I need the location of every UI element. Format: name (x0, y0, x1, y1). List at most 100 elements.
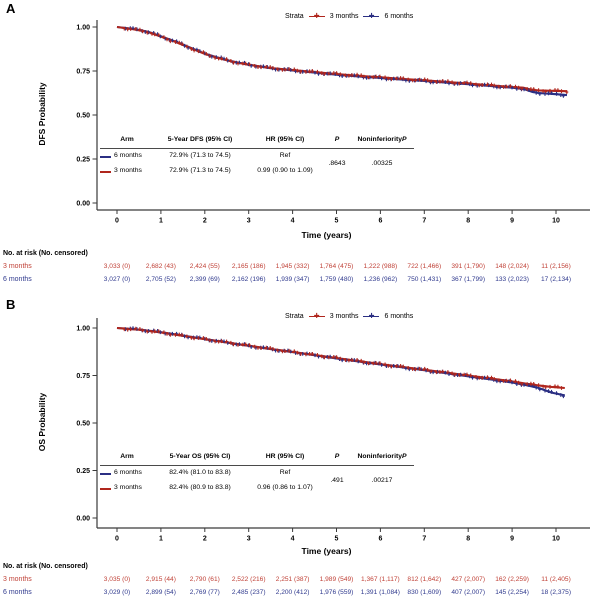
risk-value: 3,029 (0) (103, 589, 131, 596)
stats-a-arm-3-months: 3 months (114, 167, 142, 175)
risk-value: 391 (1,790) (451, 263, 486, 270)
risk-value: 830 (1,609) (407, 589, 442, 596)
risk-value: 1,222 (988) (363, 263, 398, 270)
panel-a-label: A (6, 1, 16, 16)
censor-marks-3-months (122, 326, 563, 390)
y-tick-label: 0.75 (76, 373, 90, 380)
stats-a-noninferiority-p-value: .00325 (371, 159, 393, 167)
risk-value: 1,759 (480) (319, 276, 354, 283)
x-tick-label: 7 (422, 536, 426, 543)
panel-b-stats-table: Arm 5-Year OS (95% CI) HR (95% CI) P Non… (100, 450, 414, 496)
y-tick-label: 1.00 (76, 326, 90, 333)
stats-b-noninferiority-p-value: .00217 (371, 476, 393, 484)
risk-value: 750 (1,431) (407, 276, 442, 283)
risk-value: 11 (2,156) (541, 263, 571, 270)
y-tick-label: 0.25 (76, 468, 90, 475)
risk-value: 1,945 (332) (275, 263, 310, 270)
risk-value: 1,939 (347) (275, 276, 310, 283)
stats-a-swatch-3-months (100, 170, 111, 173)
legend-marker-6-months-icon: + (363, 11, 380, 21)
x-tick-label: 5 (335, 218, 339, 225)
x-tick-label: 7 (422, 218, 426, 225)
panel-b-risk-table-title: No. at risk (No. censored) (3, 563, 88, 570)
km-curve-6-months (116, 25, 568, 97)
x-tick-label: 1 (159, 536, 163, 543)
panel-a-y-axis-title: DFS Probability (37, 82, 47, 146)
x-tick-label: 10 (552, 218, 560, 225)
x-tick-label: 0 (115, 218, 119, 225)
legend-marker-3-months-icon: + (308, 311, 325, 321)
risk-value: 407 (2,007) (451, 589, 486, 596)
legend-marker-3-months-icon: + (308, 11, 325, 21)
risk-value: 3,027 (0) (103, 276, 131, 283)
stats-b-arm-3-months: 3 months (114, 484, 142, 492)
risk-value: 2,705 (52) (145, 276, 176, 283)
risk-value: 2,522 (216) (231, 576, 266, 583)
x-tick-label: 2 (203, 218, 207, 225)
stats-a-hr-6-months: Ref (279, 152, 291, 160)
risk-value: 1,764 (475) (319, 263, 354, 270)
censor-marks-3-months (122, 26, 569, 94)
panel-a-risk-row-label-6-months: 6 months (3, 276, 32, 283)
stats-a-header-estimate: 5-Year DFS (95% CI) (154, 133, 246, 149)
stats-a-swatch-6-months (100, 155, 111, 158)
risk-value: 18 (2,375) (540, 589, 572, 596)
x-tick-label: 2 (203, 536, 207, 543)
risk-value: 2,682 (43) (145, 263, 176, 270)
y-tick-label: 0.50 (76, 113, 90, 120)
panel-b-y-axis-title: OS Probability (37, 392, 47, 452)
stats-a-header-arm: Arm (100, 133, 154, 149)
x-tick-label: 6 (378, 218, 382, 225)
x-tick-label: 0 (115, 536, 119, 543)
stats-b-header-p: P (324, 450, 350, 466)
risk-value: 2,251 (387) (275, 576, 310, 583)
panel-a-legend-title: Strata (285, 13, 304, 20)
stats-b-swatch-6-months (100, 472, 111, 475)
stats-b-estimate-6-months: 82.4% (81.0 to 83.8) (169, 469, 231, 477)
x-tick-label: 8 (466, 218, 470, 225)
stats-b-header-hr: HR (95% CI) (246, 450, 324, 466)
panel-b-risk-row-label-6-months: 6 months (3, 589, 32, 596)
risk-value: 2,200 (412) (275, 589, 310, 596)
panel-b-legend-label-6-months: 6 months (384, 313, 414, 320)
stats-a-arm-6-months: 6 months (114, 152, 142, 160)
risk-value: 3,033 (0) (103, 263, 131, 270)
y-tick-label: 0.00 (76, 516, 90, 523)
y-tick-label: 0.25 (76, 157, 90, 164)
risk-value: 427 (2,007) (451, 576, 486, 583)
panel-b-legend-label-3-months: 3 months (329, 313, 359, 320)
panel-b-x-axis-title: Time (years) (301, 546, 352, 556)
x-tick-label: 8 (466, 536, 470, 543)
stats-b-estimate-3-months: 82.4% (80.9 to 83.8) (169, 484, 231, 492)
km-curve-3-months (116, 25, 568, 93)
stats-a-hr-3-months: 0.99 (0.90 to 1.09) (257, 167, 313, 175)
x-tick-label: 4 (291, 536, 295, 543)
risk-value: 2,424 (55) (189, 263, 220, 270)
stats-b-header-noninferiority-p: Noninferiority P (350, 450, 414, 466)
risk-value: 133 (2,023) (495, 276, 529, 283)
stats-b-header-arm: Arm (100, 450, 154, 466)
y-tick-label: 1.00 (76, 25, 90, 32)
stats-b-hr-6-months: Ref (279, 469, 291, 477)
risk-value: 2,790 (61) (189, 576, 220, 583)
panel-a-stats-table: Arm 5-Year DFS (95% CI) HR (95% CI) P No… (100, 133, 414, 179)
x-tick-label: 3 (247, 536, 251, 543)
stats-a-estimate-3-months: 72.9% (71.3 to 74.5) (169, 167, 231, 175)
panel-b-legend-title: Strata (285, 313, 304, 320)
risk-value: 2,399 (69) (189, 276, 220, 283)
x-tick-label: 6 (378, 536, 382, 543)
risk-value: 17 (2,134) (540, 276, 572, 283)
stats-a-p-value: .8643 (328, 159, 346, 167)
risk-value: 367 (1,799) (451, 276, 486, 283)
panel-a-legend-label-6-months: 6 months (384, 13, 414, 20)
risk-value: 3,035 (0) (103, 576, 131, 583)
stats-b-swatch-3-months (100, 487, 111, 490)
panel-b-label: B (6, 297, 16, 312)
stats-b-arm-6-months: 6 months (114, 469, 142, 477)
risk-value: 2,485 (237) (231, 589, 266, 596)
stats-b-header-estimate: 5-Year OS (95% CI) (154, 450, 246, 466)
x-tick-label: 5 (335, 536, 339, 543)
risk-value: 1,367 (1,117) (361, 576, 400, 583)
